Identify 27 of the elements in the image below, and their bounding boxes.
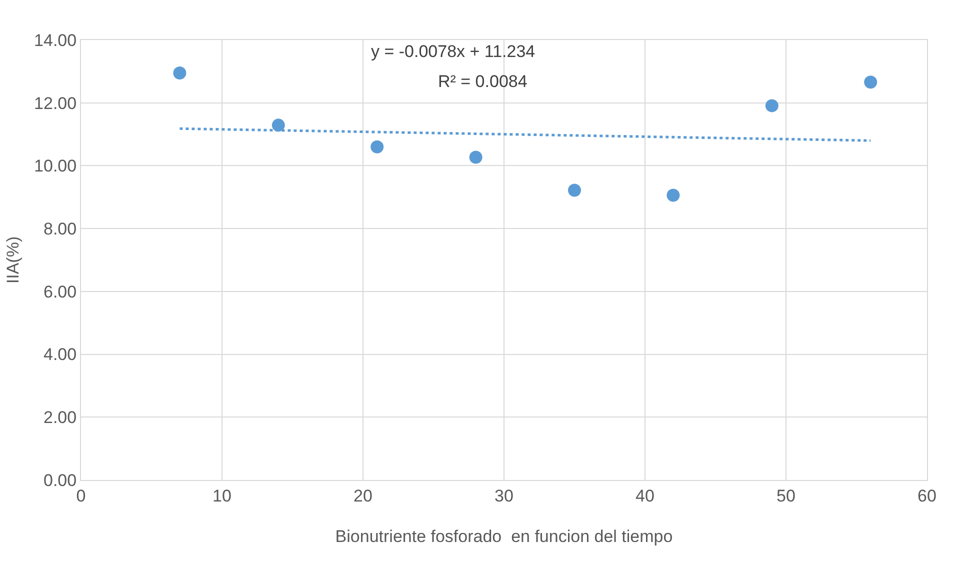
point	[765, 99, 778, 112]
x-tick-label: 10	[212, 486, 232, 506]
x-tick-label: 20	[354, 486, 372, 506]
y-tick-label: 0.00	[44, 470, 77, 490]
annotation: R² = 0.0084	[438, 72, 528, 91]
y-axis-title: IIA(%)	[4, 236, 23, 284]
point	[469, 150, 482, 164]
point	[666, 188, 680, 202]
y-tick-label: 8.00	[44, 220, 77, 239]
annotation: y = -0.0078x + 11.234	[371, 42, 536, 61]
point	[173, 66, 186, 80]
x-axis-title: Bionutriente fosforado en funcion del tiempo	[335, 526, 673, 546]
point	[568, 184, 581, 197]
y-tick-label: 12.00	[34, 94, 77, 113]
point	[370, 140, 384, 154]
x-tick-label: 40	[636, 486, 654, 506]
x-tick-label: 0	[76, 486, 86, 506]
y-tick-label: 14.00	[34, 30, 77, 50]
point	[864, 76, 878, 89]
y-tick-label: 4.00	[44, 345, 77, 364]
x-tick-label: 50	[776, 486, 796, 506]
y-tick-label: 6.00	[44, 282, 77, 302]
x-tick-label: 30	[494, 486, 514, 506]
y-tick-label: 10.00	[34, 156, 77, 176]
point	[272, 118, 285, 132]
y-tick-label: 2.00	[44, 408, 77, 428]
x-tick-label: 60	[918, 486, 936, 506]
